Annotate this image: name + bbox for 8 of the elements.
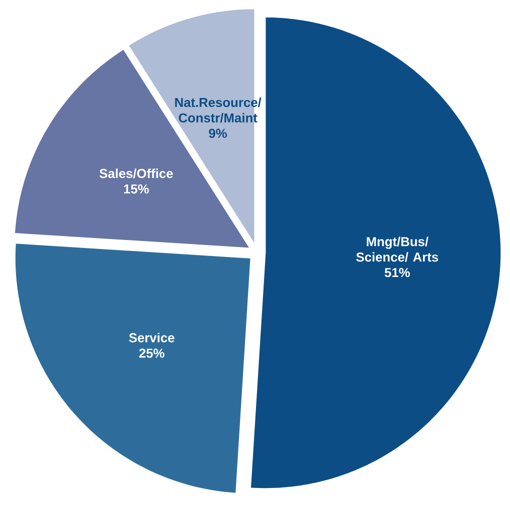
slice-label: Nat.Resource/ Constr/Maint (175, 98, 262, 123)
slice-label: Mngt/Bus/ Science/ Arts (356, 236, 438, 262)
slice-label: Sales/Office (100, 168, 173, 178)
data-label: 25% (139, 348, 164, 358)
data-label: 15% (124, 184, 149, 194)
slice-label: Service (129, 332, 174, 342)
data-label: 9% (208, 128, 227, 138)
data-label: 51% (384, 268, 410, 278)
